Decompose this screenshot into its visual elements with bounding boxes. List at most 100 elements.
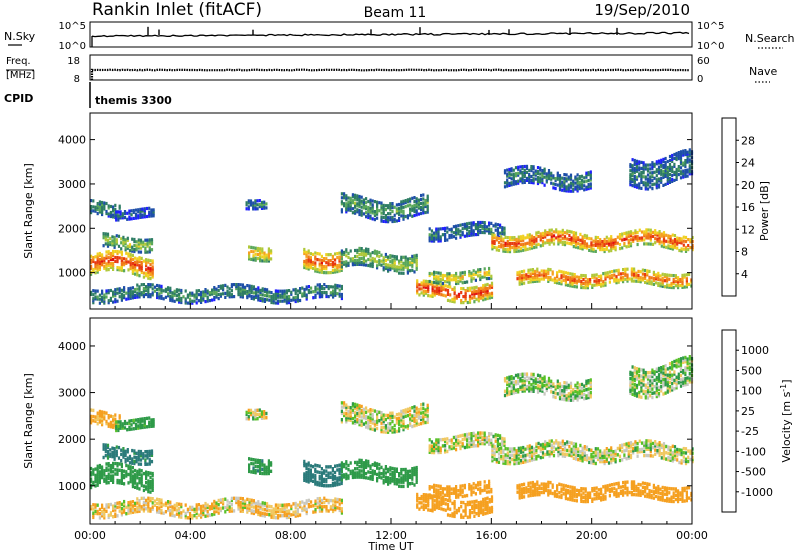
colorbar-tick-label: 500 (741, 364, 762, 377)
power-echo-region (90, 283, 343, 305)
x-tick-label: 00:00 (676, 529, 708, 542)
velocity-echo-region (303, 459, 343, 488)
colorbar-tick-label: -25 (741, 425, 759, 438)
power-echo-region (416, 279, 494, 305)
date-title: 19/Sep/2010 (594, 1, 690, 19)
beam-title: Beam 11 (364, 5, 427, 21)
freq-line (90, 68, 689, 80)
x-tick-label: 04:00 (174, 529, 206, 542)
velocity-echo-region (90, 496, 343, 520)
y-tick-label: 4000 (58, 134, 86, 147)
velocity-echo-region (90, 461, 154, 494)
colorbar-tick-label: 8 (741, 246, 748, 259)
power-y-ticks: 1000 2000 3000 4000 (58, 134, 692, 280)
power-echoes (90, 148, 694, 305)
power-echo-region (503, 164, 592, 193)
power-panel: 1000 2000 3000 4000 Slant Range [km] 4 8 12 16… (22, 112, 771, 310)
velocity-echo-region (416, 492, 494, 519)
power-echo-region (303, 247, 343, 275)
x-tick-label: 16:00 (475, 529, 507, 542)
velocity-y-axis-label: Slant Range [km] (22, 373, 35, 469)
velocity-y-ticks: 1000 2000 3000 4000 (58, 340, 692, 493)
freq-tick-bottom: 8 (74, 74, 80, 85)
velocity-echo-region (503, 372, 592, 402)
nsearch-tick-bottom: 10^0 (697, 41, 724, 52)
y-tick-label: 4000 (58, 340, 86, 353)
velocity-echo-region (491, 439, 694, 466)
freq-label-line1: Freq. (6, 56, 31, 67)
y-tick-label: 1000 (58, 267, 86, 280)
colorbar-tick-label: -1000 (741, 486, 773, 499)
nave-label: Nave (749, 65, 777, 78)
velocity-echo-region (245, 408, 268, 421)
power-echo-region (428, 220, 506, 243)
station-title: Rankin Inlet (fitACF) (92, 0, 262, 20)
x-tick-label: 08:00 (275, 529, 307, 542)
freq-tick-top: 18 (67, 56, 80, 67)
velocity-echo-region (248, 457, 273, 476)
x-tick-label: 12:00 (375, 529, 407, 542)
freq-label-line2: [MHz] (6, 70, 35, 81)
x-axis-label: Time UT (367, 540, 413, 553)
power-colorbar-label: Power [dB] (758, 181, 771, 241)
nsearch-label: N.Search (745, 32, 795, 45)
nsky-spikes (147, 26, 618, 35)
nave-tick-top: 60 (697, 56, 710, 67)
y-tick-label: 1000 (58, 480, 86, 493)
nsky-tick-top: 10^5 (59, 21, 86, 32)
power-echo-region (102, 232, 154, 254)
velocity-echo-region (102, 443, 154, 466)
velocity-colorbar: 1000 500 100 25 -25 -100 -500 -1000 (721, 329, 773, 513)
colorbar-tick-label: 20 (741, 179, 755, 192)
y-tick-label: 2000 (58, 222, 86, 235)
power-echo-region (115, 206, 155, 222)
colorbar-tick-label: 16 (741, 201, 755, 214)
x-tick-label: 00:00 (74, 529, 106, 542)
y-tick-label: 3000 (58, 178, 86, 191)
colorbar-tick-label: 28 (741, 134, 755, 147)
power-echo-region (248, 245, 273, 263)
power-y-axis-label: Slant Range [km] (22, 163, 35, 259)
power-echo-region (428, 266, 493, 286)
nsearch-tick-top: 10^5 (697, 21, 724, 32)
velocity-echoes (90, 355, 694, 520)
x-tick-label: 20:00 (576, 529, 608, 542)
power-echo-region (245, 199, 268, 211)
velocity-echo-region (428, 431, 506, 455)
velocity-panel: 1000 2000 3000 4000 00:00 04:00 08:00 12:00 16:… (22, 317, 793, 542)
power-colorbar: 4 8 12 16 20 24 28 (721, 117, 755, 297)
colorbar-tick-label: 1000 (741, 344, 769, 357)
cpid-label: CPID (4, 92, 33, 105)
power-echo-region (340, 192, 429, 224)
colorbar-tick-label: -100 (741, 445, 766, 458)
freq-panel: Freq. [MHz] 18 8 60 0 Nave (6, 54, 777, 85)
nsky-tick-bottom: 10^0 (59, 41, 86, 52)
colorbar-tick-label: 25 (741, 405, 755, 418)
cpid-panel: CPID themis 3300 (4, 82, 172, 108)
colorbar-tick-label: 100 (741, 385, 762, 398)
velocity-colorbar-label: Velocity [m s-1] (779, 379, 793, 462)
velocity-echo-region (340, 458, 418, 489)
y-tick-label: 3000 (58, 387, 86, 400)
nsky-panel: N.Sky 10^5 10^0 10^5 10^0 N.Search (4, 21, 795, 52)
velocity-echo-region (90, 408, 121, 430)
velocity-x-ticks: 00:00 04:00 08:00 12:00 16:00 20:00 00:00 (74, 518, 708, 542)
colorbar-tick-label: -500 (741, 466, 766, 479)
nsky-line (91, 31, 690, 47)
velocity-echo-region (428, 479, 493, 500)
colorbar-tick-label: 12 (741, 223, 755, 236)
power-echo-region (629, 148, 694, 191)
velocity-echo-region (629, 355, 694, 400)
velocity-echo-region (340, 401, 429, 434)
y-tick-label: 2000 (58, 433, 86, 446)
nsky-label: N.Sky (4, 30, 36, 43)
power-echo-region (90, 249, 154, 281)
power-x-ticks (89, 303, 693, 309)
power-echo-region (516, 267, 693, 290)
nave-tick-bottom: 0 (697, 74, 703, 85)
velocity-echo-region (115, 416, 155, 433)
colorbar-tick-label: 4 (741, 268, 748, 281)
colorbar-tick-label: 24 (741, 157, 755, 170)
power-echo-region (340, 246, 418, 275)
